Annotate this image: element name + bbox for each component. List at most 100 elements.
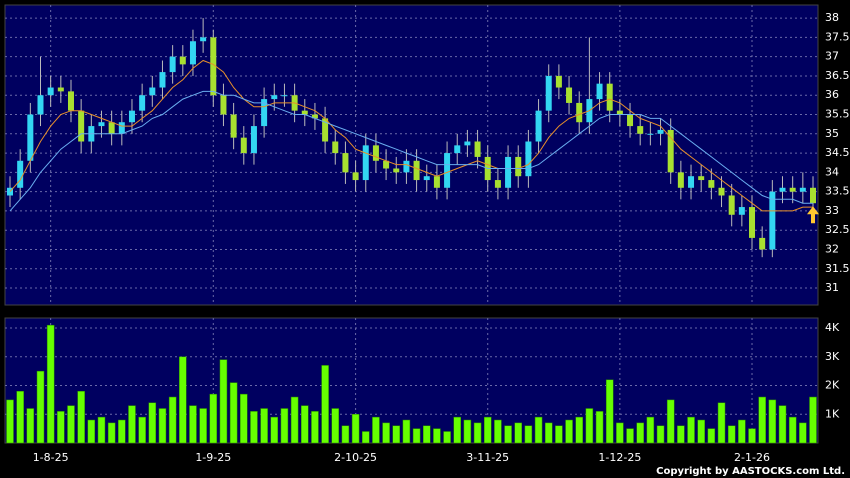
- y-tick-label: 2K: [825, 379, 840, 392]
- volume-bar: [473, 422, 482, 444]
- volume-bar: [290, 396, 299, 444]
- volume-bar: [687, 416, 695, 444]
- y-tick-label: 34: [825, 165, 839, 178]
- volume-bar: [717, 402, 726, 444]
- candle-body: [576, 102, 583, 123]
- volume-bar: [67, 405, 75, 444]
- volume-bar: [16, 391, 24, 444]
- candle-body: [47, 87, 54, 96]
- volume-bar: [311, 411, 319, 444]
- volume-bar: [270, 416, 279, 444]
- candle-body: [566, 87, 573, 103]
- volume-bar: [626, 428, 634, 444]
- candle-body: [515, 156, 522, 177]
- volume-bar: [565, 419, 573, 444]
- y-tick-label: 34.5: [825, 146, 850, 159]
- volume-bar: [412, 428, 421, 444]
- volume-bar: [280, 408, 289, 444]
- volume-bar: [229, 382, 238, 444]
- volume-bar: [189, 405, 197, 444]
- candle-body: [220, 95, 227, 115]
- candle-body: [372, 145, 379, 161]
- y-tick-label: 31.5: [825, 262, 850, 275]
- volume-panel: [4, 317, 819, 444]
- candle-body: [159, 72, 166, 88]
- volume-bar: [656, 425, 665, 444]
- volume-bar: [128, 405, 136, 444]
- volume-bar: [301, 405, 309, 444]
- candle-body: [413, 160, 420, 181]
- volume-bar: [148, 402, 157, 444]
- candle-body: [342, 153, 349, 173]
- volume-bar: [87, 419, 96, 444]
- candle-body: [118, 122, 125, 134]
- candle-body: [647, 133, 654, 135]
- candle-body: [67, 91, 74, 111]
- volume-bar: [768, 399, 777, 444]
- volume-bar: [209, 393, 218, 444]
- y-tick-label: 32: [825, 242, 839, 255]
- candle-body: [464, 141, 471, 146]
- candle-body: [657, 129, 664, 134]
- volume-bar: [26, 408, 35, 444]
- candle-body: [454, 145, 461, 154]
- candle-body: [708, 180, 715, 188]
- candle-body: [362, 145, 369, 181]
- candle-body: [738, 207, 745, 215]
- moving-average-line: [9, 59, 813, 212]
- y-tick-label: 38: [825, 11, 839, 24]
- volume-bar: [707, 428, 716, 444]
- candle-body: [200, 37, 207, 42]
- y-tick-label: 4K: [825, 321, 840, 334]
- volume-bar: [77, 391, 85, 444]
- candle-body: [281, 95, 288, 97]
- candle-body: [139, 95, 146, 111]
- volume-bar: [575, 416, 583, 444]
- candle-body: [555, 75, 562, 88]
- candle-body: [271, 95, 278, 100]
- volume-bar: [758, 396, 766, 444]
- volume-bar: [260, 408, 268, 444]
- candle-body: [759, 237, 766, 250]
- volume-bar: [646, 416, 655, 444]
- volume-bar: [351, 414, 360, 444]
- candle-body: [789, 187, 796, 192]
- candle-body: [17, 160, 24, 188]
- candle-body: [769, 191, 776, 250]
- y-tick-label: 1K: [825, 407, 840, 420]
- volume-bar: [402, 419, 411, 444]
- moving-average-line: [9, 90, 813, 212]
- volume-bar: [36, 370, 45, 444]
- volume-bar: [494, 419, 502, 444]
- volume-bar: [616, 422, 624, 444]
- x-tick-label: 2-10-25: [334, 451, 377, 464]
- candle-body: [627, 114, 634, 127]
- candle-body: [352, 172, 359, 181]
- volume-bar: [677, 425, 685, 444]
- candle-body: [779, 187, 786, 192]
- candle-body: [78, 110, 85, 142]
- volume-bar: [636, 422, 644, 444]
- candle-body: [179, 56, 186, 65]
- volume-bar: [799, 422, 807, 444]
- y-tick-label: 32.5: [825, 223, 850, 236]
- volume-bar: [158, 408, 167, 444]
- volume-bar: [727, 425, 736, 444]
- candle-body: [596, 83, 603, 100]
- volume-bar: [250, 411, 258, 444]
- candle-body: [383, 160, 390, 169]
- volume-bar: [605, 379, 614, 444]
- volume-bar: [788, 416, 797, 444]
- volume-bar: [748, 428, 756, 444]
- y-tick-label: 37.5: [825, 30, 850, 43]
- candle-body: [810, 187, 816, 204]
- candle-body: [210, 37, 217, 96]
- volume-bar: [422, 425, 431, 444]
- candle-body: [606, 83, 613, 111]
- candle-body: [444, 153, 451, 188]
- volume-bar: [433, 428, 441, 444]
- candle-body: [505, 156, 512, 188]
- volume-bar: [534, 416, 543, 444]
- volume-bar: [118, 419, 126, 444]
